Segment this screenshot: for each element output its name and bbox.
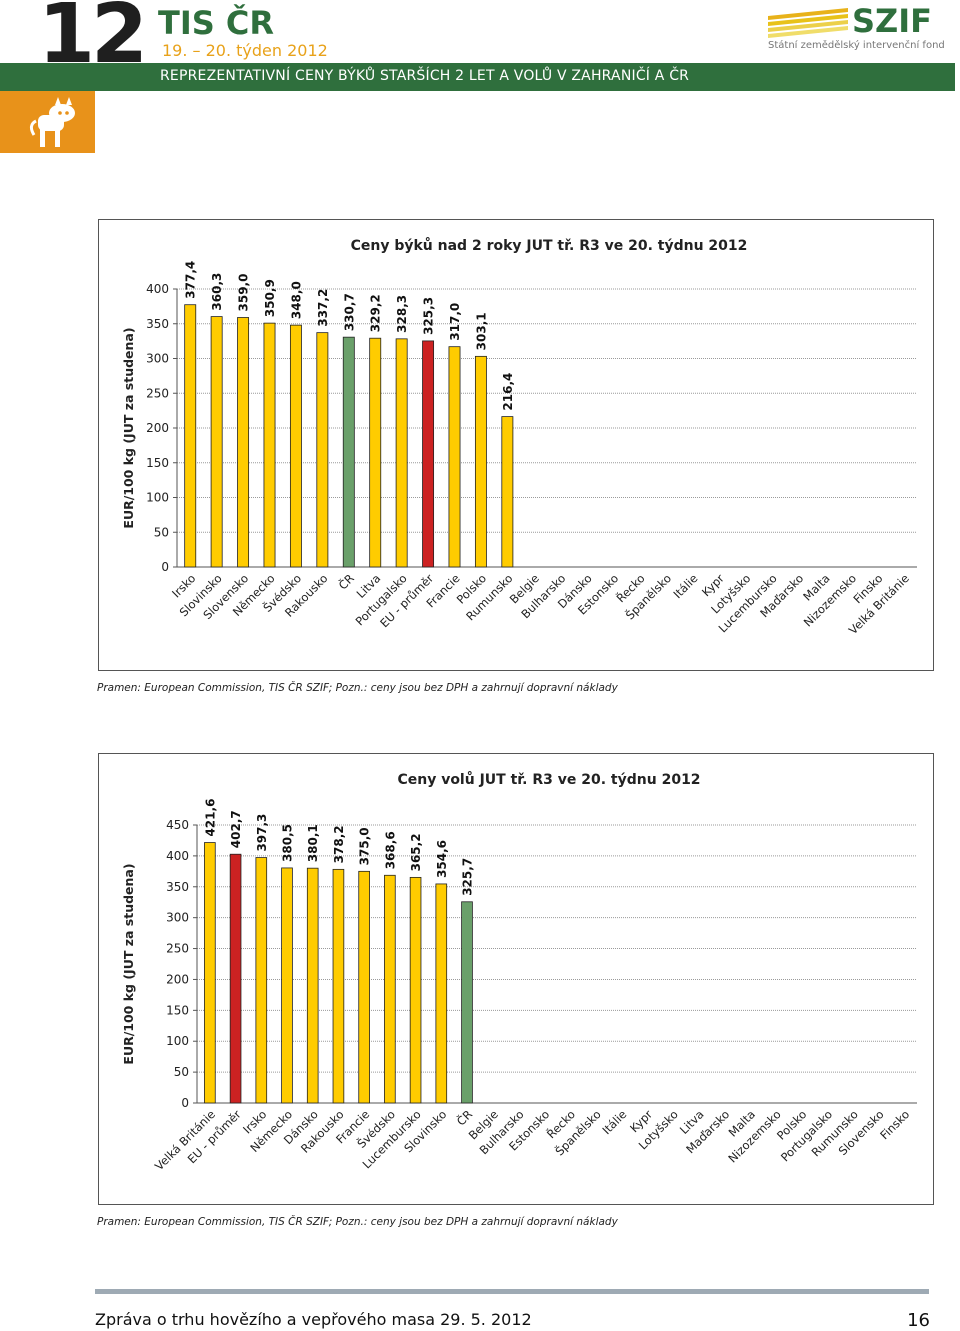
logo-text: SZIF <box>852 2 933 40</box>
y-tick-label: 200 <box>146 421 169 435</box>
bar <box>422 340 435 568</box>
x-tick-label: Itálie <box>599 1107 629 1137</box>
data-label: 325,7 <box>461 858 475 896</box>
data-label: 365,2 <box>409 833 423 871</box>
x-tick-label: Finsko <box>877 1107 912 1142</box>
issue-number: 12 <box>38 0 148 82</box>
bar <box>184 304 197 568</box>
bar <box>448 346 461 568</box>
data-label: 317,0 <box>448 303 462 341</box>
data-label: 329,2 <box>369 294 383 332</box>
y-tick-label: 100 <box>166 1034 189 1048</box>
szif-logo <box>768 6 936 56</box>
y-tick-label: 50 <box>174 1065 189 1079</box>
data-label: 360,3 <box>210 273 224 311</box>
y-tick-label: 450 <box>166 818 189 832</box>
cow-icon <box>29 97 75 147</box>
chart2-source: Pramen: European Commission, TIS ČR SZIF… <box>97 1216 618 1228</box>
y-tick-label: 350 <box>166 880 189 894</box>
y-tick-label: 150 <box>166 1003 189 1017</box>
y-tick-label: 0 <box>161 560 169 574</box>
bar <box>289 324 302 568</box>
bar <box>409 876 422 1104</box>
bar <box>204 842 216 1104</box>
logo-subtitle: Státní zemědělský intervenční fond <box>768 40 945 51</box>
week-label: 19. – 20. týden 2012 <box>162 41 328 60</box>
bar <box>369 337 382 568</box>
data-label: 377,4 <box>184 261 198 299</box>
y-tick-label: 400 <box>166 849 189 863</box>
bar <box>342 336 355 568</box>
chart-steers-svg: Ceny volů JUT tř. R3 ve 20. týdnu 2012 EU… <box>121 771 917 1173</box>
data-label: 378,2 <box>332 825 346 863</box>
header-banner: REPREZENTATIVNÍ CENY BÝKŮ STARŠÍCH 2 LET… <box>0 63 955 91</box>
chart-steers: Ceny volů JUT tř. R3 ve 20. týdnu 2012 EU… <box>98 753 934 1205</box>
banner-text: REPREZENTATIVNÍ CENY BÝKŮ STARŠÍCH 2 LET… <box>160 68 690 84</box>
footer-text: Zpráva o trhu hovězího a vepřového masa … <box>95 1310 532 1329</box>
data-label: 216,4 <box>501 373 515 411</box>
szif-logo-stripes-icon <box>768 8 848 38</box>
y-axis-label: EUR/100 kg (JUT za studena) <box>121 863 136 1064</box>
bar <box>281 867 293 1104</box>
bar <box>229 853 242 1104</box>
data-label: 380,1 <box>306 824 320 862</box>
bar <box>474 355 487 568</box>
page-number: 16 <box>907 1310 930 1331</box>
data-label: 354,6 <box>435 840 449 878</box>
y-tick-label: 400 <box>146 282 169 296</box>
x-tick-label: ČR <box>335 571 357 593</box>
bar <box>263 322 276 568</box>
data-label: 350,9 <box>263 279 277 317</box>
y-tick-label: 300 <box>146 352 169 366</box>
data-label: 375,0 <box>358 827 372 865</box>
bar <box>316 332 329 568</box>
x-tick-label: Itálie <box>670 571 700 601</box>
data-label: 380,5 <box>281 824 295 862</box>
bar <box>395 338 408 568</box>
bar <box>461 901 473 1104</box>
bar <box>358 870 370 1104</box>
y-axis-label: EUR/100 kg (JUT za studena) <box>121 327 136 528</box>
data-label: 328,3 <box>395 295 409 333</box>
data-label: 325,3 <box>422 297 436 335</box>
chart1-source: Pramen: European Commission, TIS ČR SZIF… <box>97 682 618 694</box>
bar <box>237 317 250 568</box>
data-label: 337,2 <box>316 289 330 327</box>
y-tick-label: 150 <box>146 456 169 470</box>
footer-divider <box>95 1289 929 1294</box>
y-tick-label: 100 <box>146 491 169 505</box>
data-label: 421,6 <box>203 799 217 837</box>
bar <box>306 867 319 1104</box>
data-label: 348,0 <box>289 281 303 319</box>
bar <box>210 316 223 568</box>
y-tick-label: 200 <box>166 972 189 986</box>
cow-badge <box>0 91 95 153</box>
chart-bulls: Ceny býků nad 2 roky JUT tř. R3 ve 20. t… <box>98 219 934 671</box>
bar <box>384 874 396 1104</box>
data-label: 359,0 <box>237 274 251 312</box>
chart-title: Ceny býků nad 2 roky JUT tř. R3 ve 20. t… <box>351 237 748 254</box>
app-title: TIS ČR <box>158 4 275 42</box>
data-label: 368,6 <box>383 831 397 869</box>
data-label: 402,7 <box>229 810 243 848</box>
bar <box>332 868 345 1104</box>
y-tick-label: 350 <box>146 317 169 331</box>
bar <box>255 857 268 1104</box>
y-tick-label: 50 <box>154 525 169 539</box>
y-tick-label: 250 <box>166 942 189 956</box>
data-label: 303,1 <box>474 312 488 350</box>
bar <box>435 883 448 1104</box>
data-label: 330,7 <box>342 293 356 331</box>
y-tick-label: 300 <box>166 911 189 925</box>
data-label: 397,3 <box>255 814 269 852</box>
y-tick-label: 250 <box>146 386 169 400</box>
bar <box>501 416 514 568</box>
chart-bulls-svg: Ceny býků nad 2 roky JUT tř. R3 ve 20. t… <box>121 237 917 637</box>
chart-title: Ceny volů JUT tř. R3 ve 20. týdnu 2012 <box>397 771 700 788</box>
y-tick-label: 0 <box>181 1096 189 1110</box>
